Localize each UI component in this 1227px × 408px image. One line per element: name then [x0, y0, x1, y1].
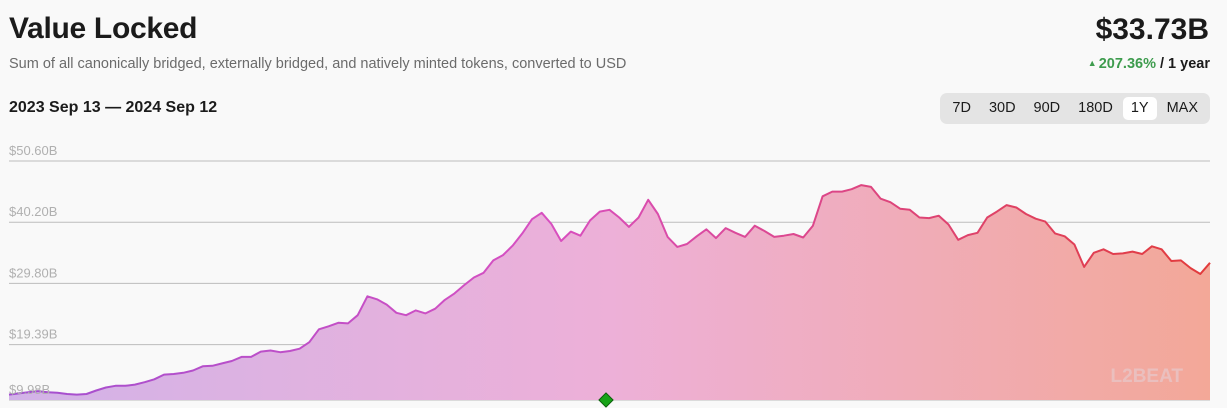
y-axis: $50.60B $40.20B $29.80B $19.39B $9.98B	[9, 143, 57, 397]
total-value: $33.73B	[1095, 13, 1209, 46]
range-selector: 7D 30D 90D 180D 1Y MAX	[940, 93, 1210, 124]
up-arrow-icon: ▲	[1087, 58, 1097, 68]
range-button-30d[interactable]: 30D	[988, 100, 1016, 116]
y-tick-label: $9.98B	[9, 382, 50, 397]
y-tick-label: $19.39B	[9, 327, 57, 342]
change-percent: 207.36%	[1098, 56, 1156, 72]
change-period: / 1 year	[1160, 56, 1210, 72]
value-locked-chart[interactable]: $50.60B $40.20B $29.80B $19.39B $9.98B	[0, 130, 1227, 408]
date-range: 2023 Sep 13 — 2024 Sep 12	[9, 99, 218, 116]
y-tick-label: $50.60B	[9, 143, 57, 158]
watermark-logo: L2BEAT	[1110, 366, 1183, 387]
series-line	[8, 184, 1211, 396]
range-button-1y[interactable]: 1Y	[1122, 97, 1157, 120]
page-subtitle: Sum of all canonically bridged, external…	[9, 56, 627, 72]
change-indicator: ▲ 207.36% / 1 year	[1088, 56, 1210, 72]
range-handle-marker[interactable]	[598, 392, 614, 408]
page-title: Value Locked	[9, 12, 198, 45]
y-tick-label: $40.20B	[9, 204, 57, 219]
range-button-7d[interactable]: 7D	[952, 100, 971, 116]
range-button-max[interactable]: MAX	[1166, 100, 1198, 116]
y-tick-label: $29.80B	[9, 265, 57, 280]
range-button-90d[interactable]: 90D	[1033, 100, 1061, 116]
range-button-180d[interactable]: 180D	[1078, 100, 1113, 116]
area-fill	[9, 185, 1210, 400]
